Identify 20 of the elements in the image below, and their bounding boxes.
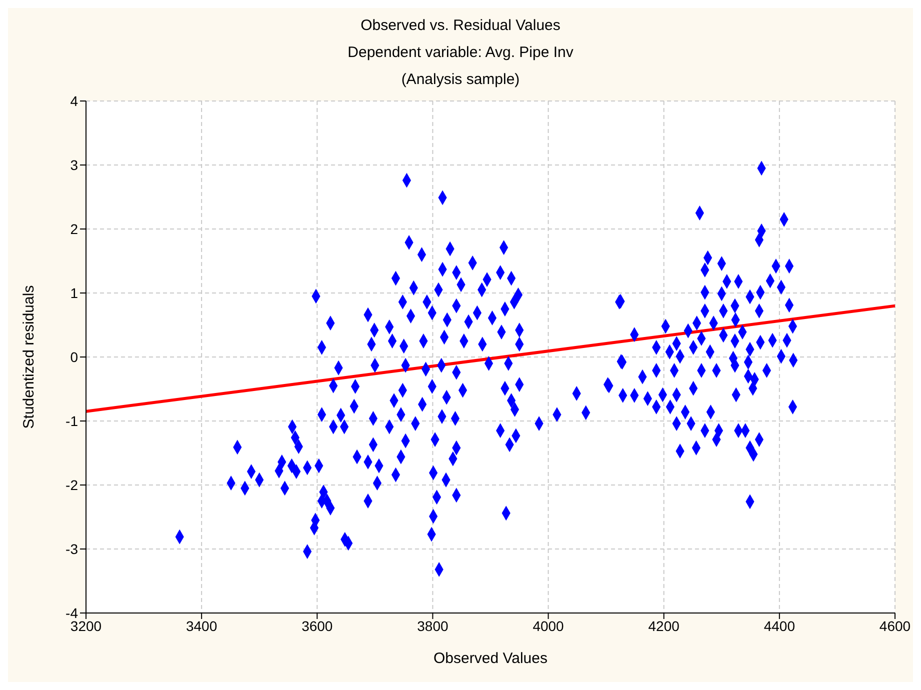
y-axis-title: Studentized residuals	[20, 285, 38, 429]
y-tick-label: 2	[70, 220, 78, 237]
x-tick-label: 3600	[302, 618, 333, 634]
x-tick-label: 3800	[417, 618, 448, 634]
x-axis-title: Observed Values	[434, 650, 548, 667]
y-tick-label: 0	[70, 348, 78, 365]
x-tick-label: 4000	[532, 618, 564, 634]
chart-title: Observed vs. Residual Values	[360, 16, 562, 36]
y-tick-label: -2	[66, 476, 78, 493]
chart-subtitle: Dependent variable: Avg. Pipe Inv	[346, 43, 574, 63]
y-tick-label: 4	[70, 92, 78, 109]
x-tick-label: 4200	[648, 618, 680, 634]
y-tick-label: 1	[70, 284, 78, 301]
y-tick-label: 3	[70, 156, 78, 173]
y-tick-label: -3	[66, 540, 78, 557]
x-tick-label: 4600	[879, 618, 911, 634]
x-tick-label: 3400	[186, 618, 218, 634]
x-tick-label: 4400	[764, 618, 796, 634]
text: (Analysis sample)	[400, 70, 521, 90]
y-tick-label: -1	[66, 412, 78, 429]
